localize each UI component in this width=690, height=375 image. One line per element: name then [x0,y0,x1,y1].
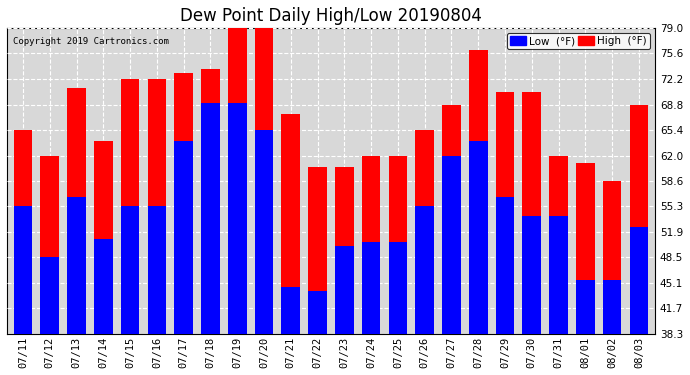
Bar [228,103,246,334]
Bar [603,182,622,334]
Bar [522,216,541,334]
Bar [148,206,166,334]
Bar [469,51,488,334]
Bar [442,105,461,334]
Bar [228,28,246,334]
Bar [549,156,568,334]
Bar [629,105,648,334]
Title: Dew Point Daily High/Low 20190804: Dew Point Daily High/Low 20190804 [180,7,482,25]
Bar [415,206,434,334]
Bar [201,69,220,334]
Bar [255,130,273,334]
Bar [148,79,166,334]
Legend: Low  (°F), High  (°F): Low (°F), High (°F) [507,33,650,50]
Bar [41,156,59,334]
Bar [41,257,59,334]
Bar [522,92,541,334]
Bar [576,163,595,334]
Bar [308,167,327,334]
Bar [388,156,407,334]
Bar [67,197,86,334]
Bar [335,246,354,334]
Bar [175,73,193,334]
Bar [94,141,112,334]
Bar [362,156,380,334]
Bar [549,216,568,334]
Bar [121,206,139,334]
Bar [282,114,300,334]
Bar [14,130,32,334]
Bar [576,280,595,334]
Bar [495,197,514,334]
Bar [14,206,32,334]
Bar [121,79,139,334]
Bar [362,242,380,334]
Bar [629,227,648,334]
Bar [335,167,354,334]
Text: Copyright 2019 Cartronics.com: Copyright 2019 Cartronics.com [13,37,169,46]
Bar [175,141,193,334]
Bar [495,92,514,334]
Bar [94,238,112,334]
Bar [415,130,434,334]
Bar [282,287,300,334]
Bar [67,88,86,334]
Bar [255,28,273,334]
Bar [603,280,622,334]
Bar [469,141,488,334]
Bar [308,291,327,334]
Bar [442,156,461,334]
Bar [201,103,220,334]
Bar [388,242,407,334]
